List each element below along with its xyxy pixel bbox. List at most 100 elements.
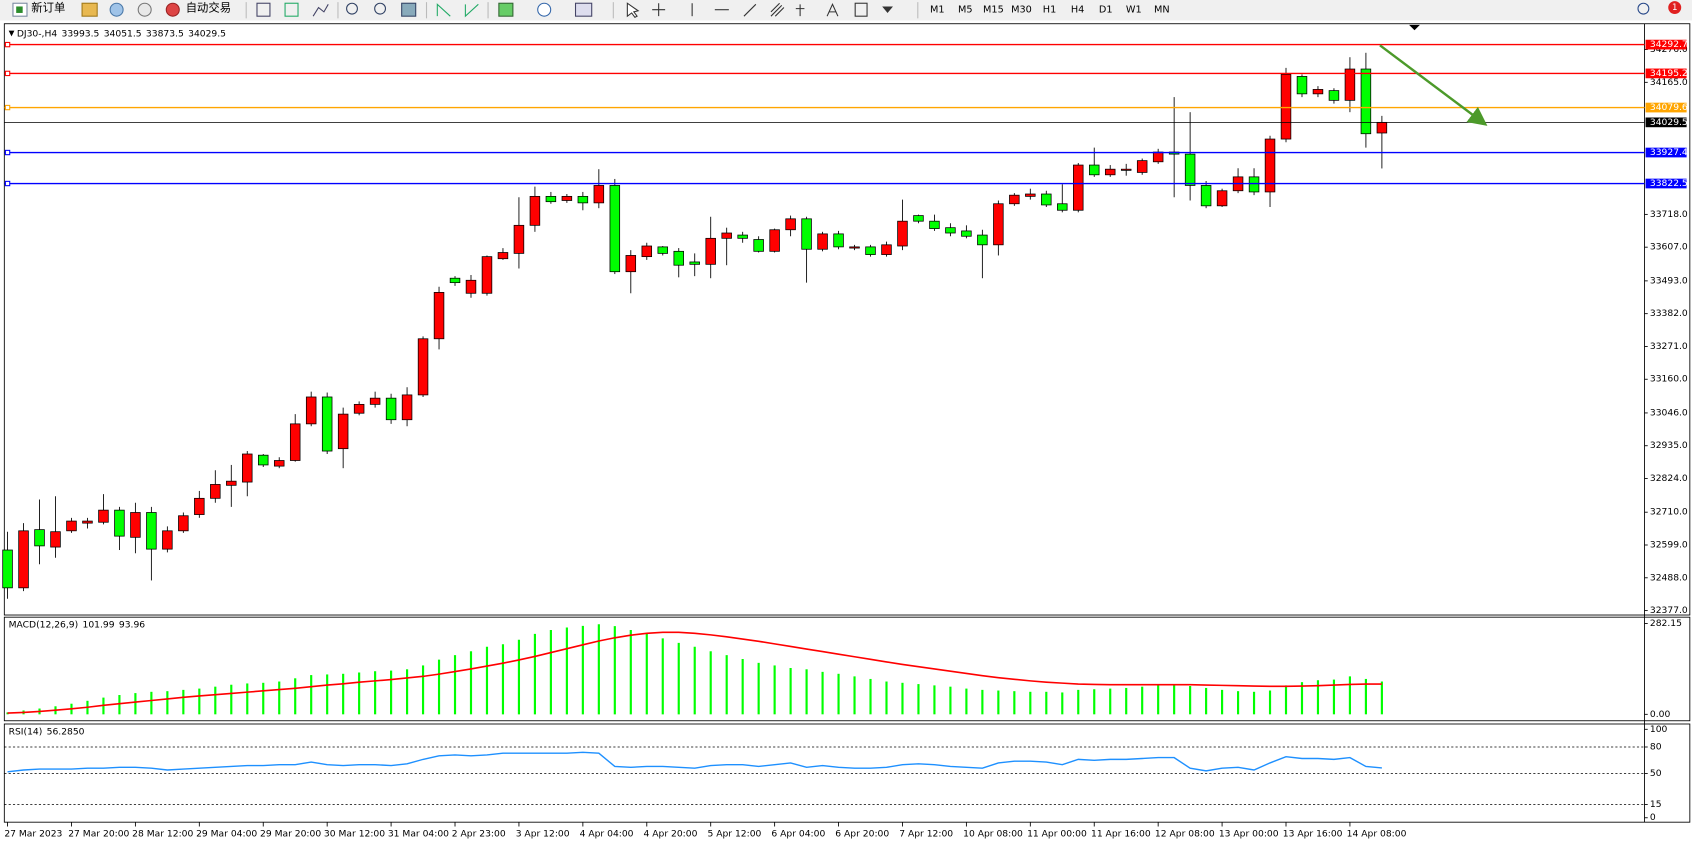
y-tick-label: 282.15	[1650, 618, 1682, 629]
candle-body	[1089, 164, 1100, 176]
candle-body	[417, 338, 429, 396]
toolbar: 新订单 自动交易 M1 M5 M15 M30 H1 H4 D1 W1 MN	[0, 0, 1692, 21]
candle-body	[1280, 73, 1292, 140]
alert-badge[interactable]	[1668, 1, 1682, 15]
x-tick-label: 31 Mar 04:00	[388, 829, 449, 840]
candle-body	[1360, 68, 1372, 135]
candle-body	[1312, 89, 1324, 95]
candle-body	[146, 512, 157, 550]
periods-icon[interactable]	[537, 2, 552, 17]
candle-icon[interactable]	[284, 2, 299, 17]
tile-icon[interactable]	[401, 2, 417, 17]
timeframe-button[interactable]: H4	[1071, 5, 1084, 16]
rsi-title: RSI(14)	[9, 726, 43, 737]
bar-chart-icon[interactable]	[256, 2, 271, 17]
candle-body	[769, 229, 780, 252]
x-tick-label: 3 Apr 12:00	[516, 829, 570, 840]
new-order-button[interactable]: 新订单	[31, 1, 65, 15]
candle-body	[1025, 193, 1036, 197]
price-level-tag	[1645, 102, 1687, 113]
x-tick-label: 30 Mar 12:00	[324, 829, 385, 840]
arrows-icon[interactable]	[882, 6, 893, 13]
candle-body	[993, 203, 1004, 246]
current-price-tag	[1645, 117, 1687, 128]
macd-signal-line	[7, 631, 1382, 714]
candle-body	[593, 185, 605, 204]
candle-body	[865, 246, 876, 255]
zoom-out-icon[interactable]	[374, 2, 387, 15]
candle-body	[385, 397, 397, 421]
price-level-label: 34195.2	[1650, 68, 1688, 79]
macd-signal-value: 93.96	[119, 619, 145, 630]
timeframe-button[interactable]: MN	[1154, 5, 1170, 16]
folder-icon[interactable]	[81, 2, 98, 17]
y-tick-label: 33607.0	[1650, 242, 1688, 253]
candle-body	[1248, 176, 1260, 193]
candle-body	[625, 255, 637, 273]
x-tick-label: 4 Apr 20:00	[644, 829, 698, 840]
candle-body	[305, 396, 317, 425]
autoscroll-icon[interactable]	[436, 3, 451, 17]
y-tick-label: 0.00	[1650, 709, 1671, 720]
candle-body	[82, 520, 93, 524]
line-chart-icon[interactable]	[312, 4, 329, 17]
auto-trading-icon[interactable]	[165, 2, 180, 17]
y-tick-label: 34276.0	[1650, 44, 1688, 55]
candle-body	[337, 413, 349, 450]
candle-body	[210, 484, 221, 499]
timeframe-button[interactable]: M15	[983, 5, 1004, 16]
y-tick-label: 32599.0	[1650, 539, 1688, 550]
current-price-label: 34029.5	[1650, 117, 1688, 128]
header-close: 34029.5	[188, 28, 226, 39]
timeframe-button[interactable]: M30	[1011, 5, 1032, 16]
price-level-handle	[4, 104, 11, 111]
zoom-in-icon[interactable]	[346, 2, 358, 15]
auto-trading-button[interactable]: 自动交易	[186, 1, 231, 15]
candle-body	[785, 218, 796, 231]
candle-body	[817, 233, 828, 250]
shift-icon[interactable]	[464, 3, 479, 18]
candle-body	[753, 239, 764, 252]
channel-icon[interactable]	[770, 2, 785, 17]
y-tick-label: 34165.0	[1650, 77, 1688, 88]
x-tick-label: 29 Mar 04:00	[196, 829, 257, 840]
candle-body	[114, 509, 125, 537]
candle-body	[1296, 76, 1308, 95]
crosshair-icon[interactable]	[652, 3, 666, 17]
x-tick-label: 12 Apr 08:00	[1155, 829, 1215, 840]
search-icon[interactable]	[1637, 2, 1650, 15]
x-tick-label: 7 Apr 12:00	[899, 829, 953, 840]
candle-body	[2, 549, 13, 589]
text-tool-icon[interactable]	[826, 3, 839, 17]
y-tick-label: 33493.0	[1650, 275, 1688, 286]
price-level-label: 34292.7	[1650, 39, 1688, 50]
timeframe-button[interactable]: D1	[1099, 5, 1113, 16]
candle-body	[481, 256, 493, 294]
candle-body	[737, 234, 748, 239]
candle-body	[513, 224, 525, 254]
indicators-icon[interactable]	[498, 2, 514, 17]
y-tick-label: 0	[1650, 812, 1656, 823]
macd-title: MACD(12,26,9)	[9, 619, 79, 630]
candle-body	[497, 252, 509, 260]
cursor-icon[interactable]	[626, 2, 640, 18]
templates-icon[interactable]	[574, 2, 593, 17]
navigator-icon[interactable]	[109, 2, 124, 17]
trendline-icon[interactable]	[743, 3, 757, 17]
macd-value: 101.99	[83, 619, 115, 630]
timeframe-button[interactable]: H1	[1043, 5, 1056, 16]
candle-body	[833, 233, 844, 248]
timeframe-button[interactable]: W1	[1126, 5, 1142, 16]
fibo-icon[interactable]	[795, 4, 805, 17]
timeframe-button[interactable]: M1	[930, 5, 945, 16]
terminal-icon[interactable]	[137, 2, 152, 17]
price-level-tag	[1645, 147, 1687, 158]
candle-body	[226, 480, 237, 486]
label-tool-icon[interactable]	[854, 2, 868, 17]
timeframe-button[interactable]: M5	[958, 5, 973, 16]
candle-body	[1057, 203, 1068, 211]
rsi-header: RSI(14) 56.2850	[9, 726, 85, 737]
x-tick-label: 6 Apr 04:00	[771, 829, 825, 840]
price-level-handle	[4, 180, 11, 187]
x-tick-label: 11 Apr 16:00	[1091, 829, 1151, 840]
